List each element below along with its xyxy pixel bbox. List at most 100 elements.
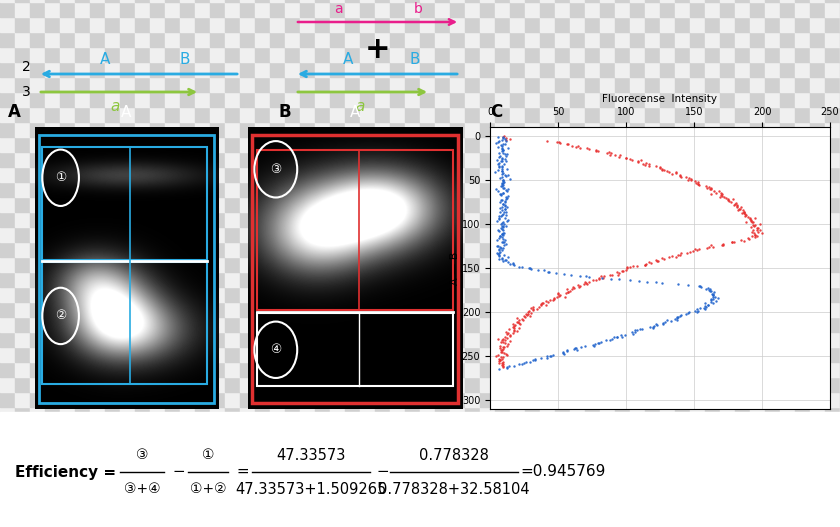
Bar (600, 2, 615, 17)
Bar (825, 182, 840, 197)
Bar (420, 92, 435, 107)
Bar (330, 77, 345, 92)
Bar (750, 107, 765, 122)
Bar (30, 0, 45, 2)
Bar (390, 512, 405, 527)
Bar (600, 317, 615, 332)
Bar (135, 0, 150, 2)
Bar (420, 467, 435, 482)
Point (701, 284, 715, 292)
Bar (540, 272, 555, 287)
Bar (180, 62, 195, 77)
Bar (375, 317, 390, 332)
Bar (405, 107, 420, 122)
Bar (615, 227, 630, 242)
Bar (645, 47, 660, 62)
Bar (660, 32, 675, 47)
Bar (120, 2, 135, 17)
Bar (645, 482, 660, 497)
Bar (480, 332, 495, 347)
Bar (45, 407, 60, 422)
Bar (585, 227, 600, 242)
Bar (495, 242, 510, 257)
Bar (825, 77, 840, 92)
Bar (720, 317, 735, 332)
Bar (435, 407, 450, 422)
Bar (30, 77, 45, 92)
Bar (510, 227, 525, 242)
Bar (540, 392, 555, 407)
Point (498, 333, 512, 341)
Bar (765, 107, 780, 122)
Bar (570, 227, 585, 242)
Bar (675, 197, 690, 212)
Bar (780, 287, 795, 302)
Bar (300, 392, 315, 407)
Bar (270, 332, 285, 347)
Bar (555, 2, 570, 17)
Bar (795, 137, 810, 152)
Bar (720, 62, 735, 77)
Bar (735, 362, 750, 377)
Bar (450, 212, 465, 227)
Bar (450, 47, 465, 62)
Bar (735, 482, 750, 497)
Bar (600, 512, 615, 527)
Point (500, 192, 513, 201)
Bar (480, 362, 495, 377)
Point (494, 344, 507, 352)
Point (619, 153, 633, 162)
Text: A: A (349, 105, 360, 120)
Point (730, 203, 743, 211)
Bar (735, 407, 750, 422)
Point (725, 238, 738, 247)
Bar (150, 452, 165, 467)
Bar (645, 437, 660, 452)
Bar (420, 452, 435, 467)
Bar (420, 242, 435, 257)
Bar (405, 317, 420, 332)
Bar (570, 392, 585, 407)
Bar (90, 437, 105, 452)
Point (500, 328, 513, 336)
Point (702, 286, 716, 295)
Bar (390, 227, 405, 242)
Bar (780, 362, 795, 377)
Bar (0, 467, 15, 482)
Bar (150, 422, 165, 437)
Bar (555, 242, 570, 257)
Bar (15, 107, 30, 122)
Bar (480, 497, 495, 512)
Bar (15, 362, 30, 377)
Bar (555, 287, 570, 302)
Point (522, 307, 535, 316)
Point (492, 252, 506, 260)
Bar (180, 302, 195, 317)
Bar (75, 317, 90, 332)
Bar (0, 242, 15, 257)
Point (550, 292, 564, 301)
Bar (300, 182, 315, 197)
Point (705, 298, 718, 306)
Bar (225, 347, 240, 362)
Bar (315, 2, 330, 17)
Bar (165, 242, 180, 257)
Bar (225, 272, 240, 287)
Bar (240, 497, 255, 512)
Bar (795, 107, 810, 122)
Bar (825, 32, 840, 47)
Bar (45, 452, 60, 467)
Bar (345, 362, 360, 377)
Bar (735, 152, 750, 167)
Point (673, 172, 686, 181)
Bar (105, 152, 120, 167)
Point (507, 327, 520, 336)
Point (493, 215, 507, 223)
Point (705, 241, 718, 249)
Bar (30, 17, 45, 32)
Point (623, 155, 637, 163)
Bar (510, 167, 525, 182)
Point (496, 206, 509, 214)
Bar (615, 17, 630, 32)
Bar (90, 122, 105, 137)
